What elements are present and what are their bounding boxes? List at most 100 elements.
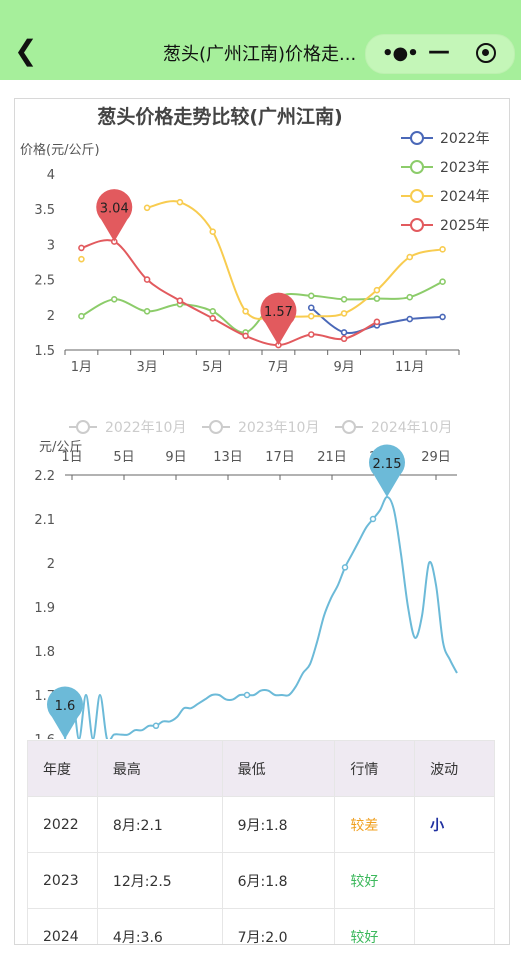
marker-label: 1.6 <box>55 699 76 714</box>
top-tick-label: 17日 <box>265 450 295 465</box>
marker-label: 2.15 <box>373 457 402 472</box>
y-tick-label: 1.8 <box>34 645 55 660</box>
miniprogram-capsule: •●• — <box>365 34 515 74</box>
data-point <box>307 331 315 338</box>
top-bar: ❮ 葱头(广州江南)价格走... •●• — <box>0 0 521 80</box>
y-tick-label: 2.5 <box>34 274 55 289</box>
data-point <box>340 335 348 343</box>
y-tick-label: 2 <box>47 309 55 324</box>
data-point <box>209 315 217 322</box>
legend-label: 2022年 <box>440 131 490 147</box>
data-point <box>307 304 315 312</box>
marker-label: 1.57 <box>264 305 293 320</box>
series-line <box>146 200 443 320</box>
cell-year: 2022 <box>27 796 98 853</box>
data-point <box>340 329 348 336</box>
y-tick-label: 2.1 <box>34 513 55 528</box>
data-point <box>439 313 446 321</box>
cell-trend: 较差 <box>334 796 416 853</box>
table-header-row: 年度 最高 最低 行情 波动 <box>27 740 495 797</box>
top-tick-label: 13日 <box>213 450 243 465</box>
data-point <box>439 246 446 253</box>
daily-price-chart: 2022年10月 2023年10月 2024年10月 元/公斤 1日 5日 9日 13日 1… <box>34 420 458 739</box>
legend-icon <box>76 420 90 434</box>
y-tick-label: 2 <box>47 557 55 572</box>
data-point <box>78 244 85 252</box>
minimize-icon[interactable]: — <box>428 39 450 64</box>
data-point <box>242 307 249 315</box>
cell-high: 4月:3.6 <box>96 908 223 944</box>
close-target-icon[interactable] <box>476 43 496 63</box>
data-point <box>209 307 217 315</box>
data-point <box>341 564 349 571</box>
data-point <box>307 312 315 320</box>
table-row: 2023 12月:2.5 6月:1.8 较好 <box>27 852 495 909</box>
data-point <box>209 228 217 236</box>
top-tick-label: 5日 <box>113 450 134 465</box>
data-point <box>406 253 414 261</box>
y-tick-label: 1.5 <box>34 344 55 359</box>
price-summary-table: 年度 最高 最低 行情 波动 2022 8月:2.1 9月:1.8 较差 小 2… <box>27 740 495 944</box>
cell-year: 2024 <box>27 908 98 944</box>
legend-icon <box>410 189 424 203</box>
header-year: 年度 <box>27 740 98 797</box>
y-tick-label: 2.2 <box>34 469 55 484</box>
history-line <box>64 495 458 739</box>
back-icon[interactable]: ❮ <box>14 34 38 67</box>
value-marker: 2.15 <box>369 444 405 497</box>
data-point <box>242 332 249 340</box>
y-tick-label: 1.6 <box>34 733 55 739</box>
data-point <box>143 204 151 212</box>
legend-label: 2024年10月 <box>371 420 452 436</box>
header-trend: 行情 <box>334 740 416 797</box>
data-point <box>243 691 251 699</box>
y-axis-label: 元/公斤 <box>39 440 82 455</box>
table-row: 2024 4月:3.6 7月:2.0 较好 <box>27 908 495 944</box>
y-axis-label: 价格(元/公斤) <box>20 142 100 158</box>
yearly-price-chart: 葱头价格走势比较(广州江南) 价格(元/公斤) 1.5 2 2.5 3 3.5 4 1月 3月… <box>20 105 490 375</box>
value-marker: 3.04 <box>96 189 133 242</box>
cell-low: 9月:1.8 <box>221 796 336 853</box>
data-point <box>78 255 85 263</box>
y-tick-label: 3.5 <box>34 203 55 218</box>
value-marker: 1.6 <box>47 686 83 739</box>
data-point <box>373 286 381 294</box>
data-point <box>406 293 414 301</box>
marker-label: 3.04 <box>100 202 129 217</box>
legend-label: 2023年10月 <box>238 420 319 436</box>
top-tick-label: 1日 <box>61 450 82 465</box>
data-point <box>110 296 118 303</box>
legend-label: 2025年 <box>440 218 490 234</box>
marker-pin <box>47 686 83 739</box>
data-point <box>373 295 381 302</box>
data-point <box>176 297 184 305</box>
cell-high: 12月:2.5 <box>96 852 223 909</box>
data-point <box>143 276 151 283</box>
marker-pin <box>96 189 133 242</box>
x-tick-label: 7月 <box>268 360 289 375</box>
legend-icon <box>209 420 223 434</box>
top-tick-label: 21日 <box>317 450 347 465</box>
cell-volatility: 小 <box>414 796 495 853</box>
y-tick-label: 1.9 <box>34 601 55 616</box>
legend-icon <box>410 160 424 174</box>
x-tick-label: 11月 <box>395 360 425 375</box>
data-point <box>373 318 381 326</box>
cell-volatility <box>414 852 495 909</box>
y-tick-label: 4 <box>47 168 55 183</box>
legend-icon <box>410 131 424 145</box>
data-point <box>340 296 348 303</box>
legend-icon <box>410 218 424 232</box>
x-tick-label: 5月 <box>202 360 223 375</box>
data-point <box>439 278 446 286</box>
data-point <box>340 310 348 317</box>
table-row: 2022 8月:2.1 9月:1.8 较差 小 <box>27 796 495 853</box>
top-tick-label: 29日 <box>421 450 451 465</box>
legend-label: 2022年10月 <box>105 420 186 436</box>
more-icon[interactable]: •●• <box>382 43 419 64</box>
data-point <box>152 722 160 730</box>
cell-low: 7月:2.0 <box>221 908 336 944</box>
x-tick-label: 9月 <box>333 360 354 375</box>
cell-trend: 较好 <box>334 908 416 944</box>
chart-title: 葱头价格走势比较(广州江南) <box>97 105 342 128</box>
